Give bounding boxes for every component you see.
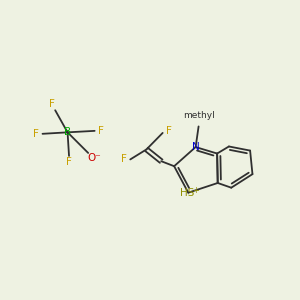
- Text: +: +: [192, 186, 199, 195]
- Text: B: B: [64, 127, 71, 137]
- Text: HS: HS: [180, 188, 194, 198]
- Text: F: F: [49, 99, 55, 109]
- Text: F: F: [33, 129, 39, 139]
- Text: F: F: [121, 154, 127, 164]
- Text: methyl: methyl: [184, 111, 215, 120]
- Text: F: F: [98, 126, 104, 136]
- Text: N: N: [192, 142, 200, 152]
- Text: O⁻: O⁻: [88, 153, 101, 163]
- Text: F: F: [66, 158, 72, 167]
- Text: F: F: [166, 126, 172, 136]
